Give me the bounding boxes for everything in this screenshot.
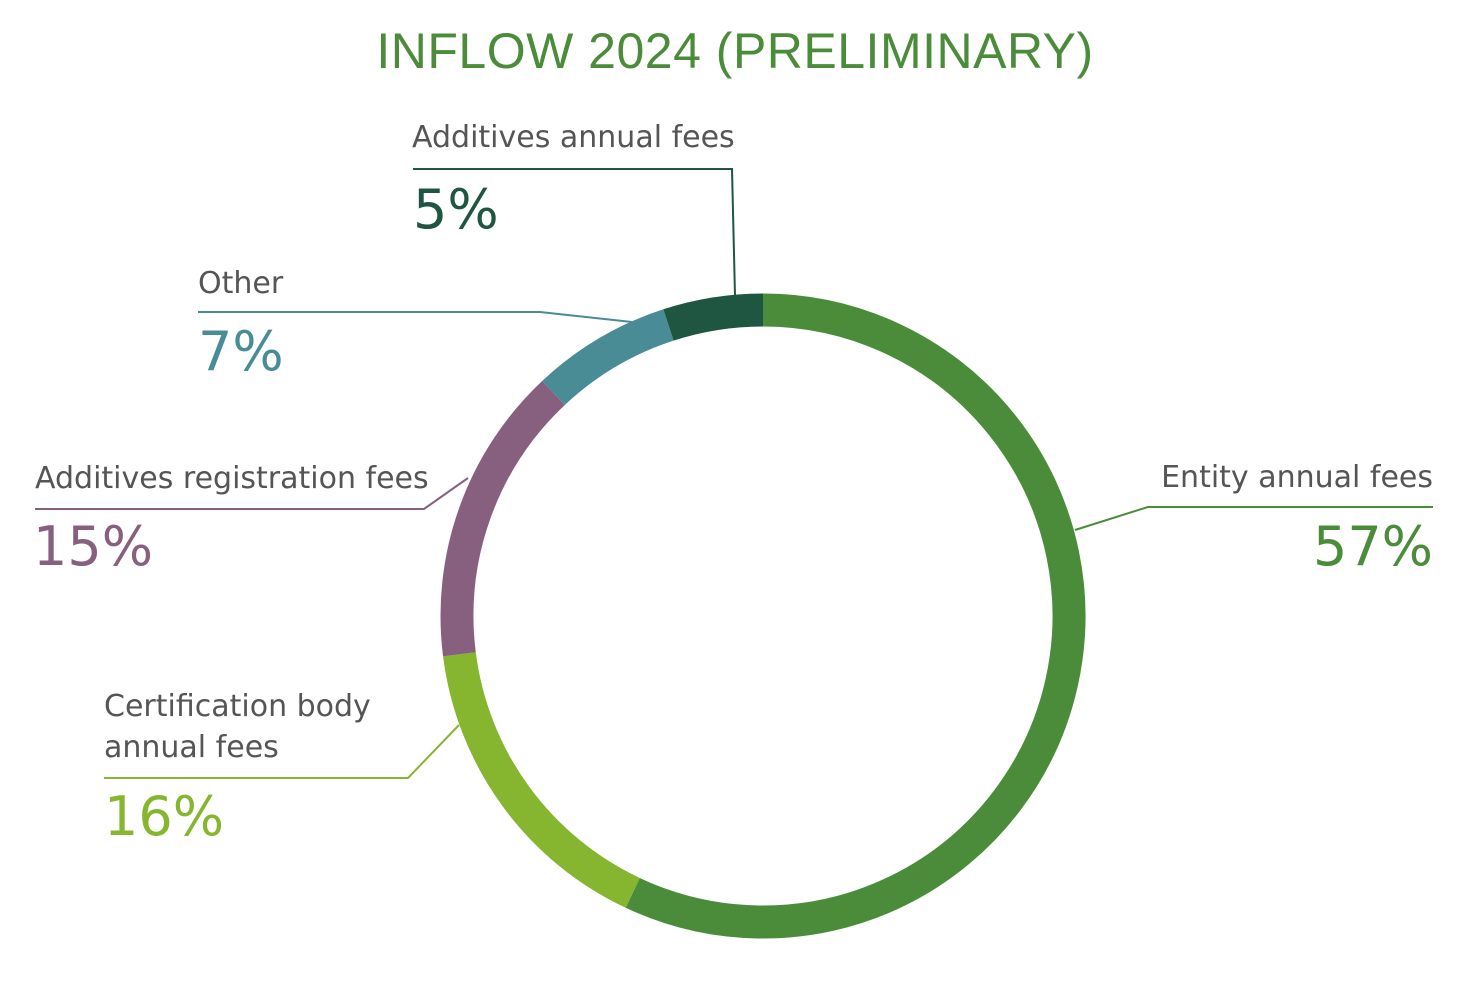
chart-title: INFLOW 2024 (PRELIMINARY) — [376, 23, 1094, 79]
slice-additives-annual-fees — [663, 293, 764, 341]
slice-label-additives-registration-fees: Additives registration fees — [35, 461, 429, 496]
leader-line-additives-registration-fees — [35, 477, 469, 510]
slice-value-other: 7% — [198, 320, 284, 383]
slice-label-other: Other — [198, 266, 284, 301]
slice-value-certification-body-annual-fees: 16% — [104, 785, 225, 848]
leader-line-certification-body-annual-fees — [104, 724, 460, 779]
slice-other — [542, 309, 674, 406]
donut-ring — [440, 293, 1086, 939]
leader-line-entity-annual-fees — [1074, 506, 1433, 531]
slice-label-additives-annual-fees: Additives annual fees — [412, 120, 735, 155]
slice-entity-annual-fees — [625, 293, 1086, 939]
slice-label-entity-annual-fees: Entity annual fees — [1161, 460, 1433, 495]
leader-lines — [35, 168, 1433, 779]
slice-label-certification-body-line-2: annual fees — [104, 730, 279, 765]
slice-value-additives-annual-fees: 5% — [413, 178, 499, 241]
slice-value-additives-registration-fees: 15% — [33, 515, 154, 578]
leader-line-additives-annual-fees — [413, 168, 736, 297]
slice-label-certification-body-line-1: Certification body — [104, 689, 371, 724]
slice-certification-body-annual-fees — [443, 652, 640, 908]
slice-value-entity-annual-fees: 57% — [1312, 515, 1433, 578]
leader-line-other — [198, 311, 633, 323]
slice-additives-registration-fees — [440, 380, 565, 657]
